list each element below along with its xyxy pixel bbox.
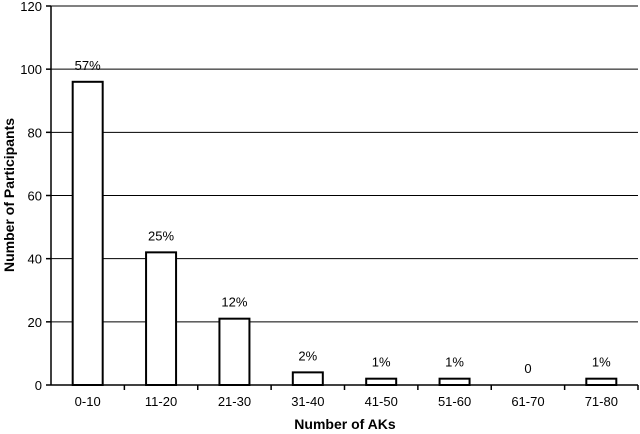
bar-data-label: 1% — [445, 355, 464, 370]
y-tick-labels: 0 20 40 60 80 100 120 — [20, 0, 51, 393]
bar — [291, 371, 324, 387]
y-tick-label: 100 — [20, 62, 42, 77]
bar-data-label: 0 — [524, 361, 531, 376]
y-tick-label: 0 — [35, 378, 42, 393]
bar-data-label: 57% — [75, 58, 101, 73]
grid-lines — [51, 5, 638, 323]
bar — [145, 251, 178, 386]
bar-data-label: 1% — [592, 355, 611, 370]
data-labels: 57% 25% 12% 2% 1% 1% 0 1% — [75, 58, 611, 376]
y-tick-label: 120 — [20, 0, 42, 14]
x-tick-label: 71-80 — [585, 394, 618, 409]
bar — [438, 377, 471, 386]
y-axis-title: Number of Participants — [1, 118, 17, 272]
x-tick-label: 51-60 — [438, 394, 471, 409]
x-tick-labels: 0-10 11-20 21-30 31-40 41-50 51-60 61-70 71-80 — [75, 385, 639, 409]
y-tick-label: 40 — [28, 252, 42, 267]
y-tick-label: 60 — [28, 189, 42, 204]
x-tick-label: 61-70 — [511, 394, 544, 409]
bar — [365, 377, 398, 386]
x-tick-label: 21-30 — [218, 394, 251, 409]
bar — [218, 317, 251, 386]
x-tick-label: 0-10 — [75, 394, 101, 409]
y-tick-label: 80 — [28, 125, 42, 140]
x-tick-label: 41-50 — [365, 394, 398, 409]
bar-data-label: 25% — [148, 228, 174, 243]
x-tick-label: 31-40 — [291, 394, 324, 409]
x-axis-title: Number of AKs — [294, 416, 396, 432]
bar-data-label: 12% — [221, 295, 247, 310]
bar-data-label: 2% — [298, 348, 317, 363]
bar-data-label: 1% — [372, 355, 391, 370]
x-tick-label: 11-20 — [145, 394, 177, 409]
bar — [585, 377, 618, 386]
bar — [71, 80, 104, 387]
y-tick-label: 20 — [28, 315, 42, 330]
